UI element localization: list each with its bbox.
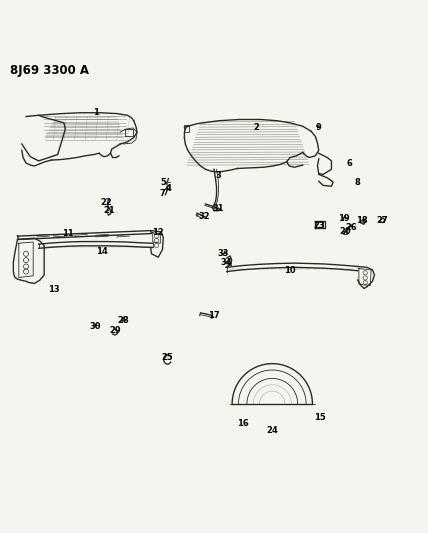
Text: 2: 2 bbox=[253, 123, 259, 132]
Text: 20: 20 bbox=[339, 228, 351, 236]
Text: 28: 28 bbox=[117, 316, 129, 325]
Text: 19: 19 bbox=[338, 214, 350, 223]
Text: 34: 34 bbox=[221, 258, 232, 267]
Text: 31: 31 bbox=[212, 204, 224, 213]
Text: 6: 6 bbox=[346, 158, 352, 167]
Text: 25: 25 bbox=[162, 353, 173, 362]
Text: 8: 8 bbox=[355, 177, 360, 187]
Text: 8J69 3300 A: 8J69 3300 A bbox=[10, 63, 89, 77]
Text: 18: 18 bbox=[356, 216, 368, 225]
Text: 23: 23 bbox=[314, 221, 325, 230]
Text: 21: 21 bbox=[103, 206, 115, 215]
Text: 32: 32 bbox=[199, 212, 211, 221]
Text: 5: 5 bbox=[160, 177, 166, 187]
Text: 7: 7 bbox=[160, 189, 165, 198]
Text: 17: 17 bbox=[208, 311, 220, 320]
Text: 11: 11 bbox=[62, 229, 74, 238]
Text: 27: 27 bbox=[376, 215, 388, 224]
Text: 15: 15 bbox=[314, 413, 325, 422]
Text: 13: 13 bbox=[48, 285, 59, 294]
Text: 22: 22 bbox=[101, 198, 112, 207]
Text: 29: 29 bbox=[110, 326, 122, 335]
Text: 16: 16 bbox=[237, 419, 249, 428]
Text: 33: 33 bbox=[218, 249, 229, 259]
Text: 1: 1 bbox=[93, 108, 98, 117]
Text: 14: 14 bbox=[96, 247, 108, 256]
Text: 10: 10 bbox=[284, 266, 296, 275]
Text: 3: 3 bbox=[215, 171, 221, 180]
Text: 26: 26 bbox=[345, 223, 357, 232]
Text: 30: 30 bbox=[90, 322, 101, 331]
Text: 24: 24 bbox=[266, 426, 278, 435]
Text: 9: 9 bbox=[316, 123, 321, 132]
Text: 12: 12 bbox=[152, 228, 164, 237]
Text: 4: 4 bbox=[166, 184, 171, 193]
